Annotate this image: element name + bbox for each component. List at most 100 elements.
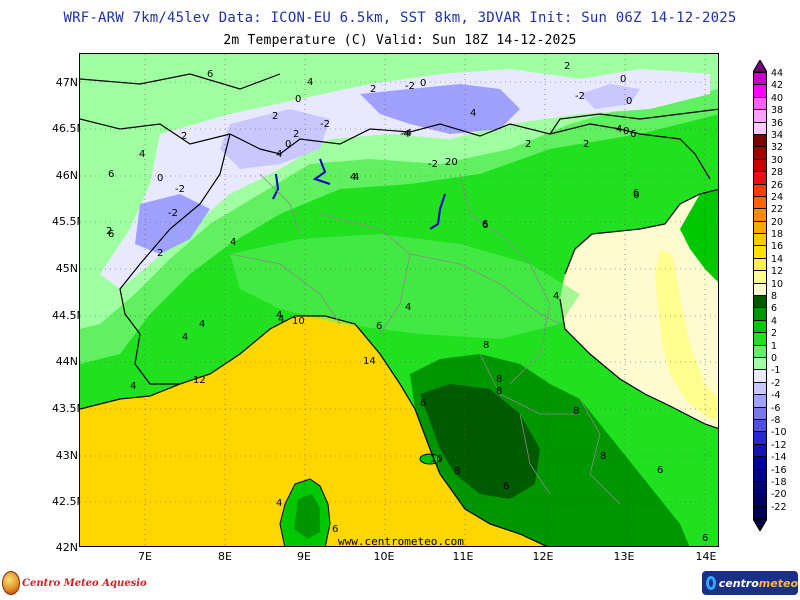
legend-label: -10 [771,427,787,439]
contour-label: -4 [400,129,410,140]
contour-label: 6 [482,219,488,230]
legend-label: -8 [771,414,781,426]
lon-label: 11E [452,550,474,563]
contour-label: -2 [175,184,185,195]
lat-label: 43N [55,449,78,462]
legend-label: 14 [771,253,784,265]
footer-right-logo[interactable]: centrometeo [702,571,798,595]
contour-label: 4 [470,108,476,119]
legend-label: 2 [771,328,778,340]
footer-left-brand: Centro Meteo Aquesio [22,577,147,589]
legend-label: 0 [771,352,778,364]
lat-label: 42N [55,541,78,554]
contour-label: 8 [496,386,502,397]
legend-cell [753,257,767,271]
contour-label: 8 [573,406,579,417]
legend-label: 18 [771,229,784,241]
legend-label: 40 [771,92,784,104]
lat-label: 45.5N [52,215,85,228]
alps-subzero-patch [135,194,210,254]
legend-label: 34 [771,129,784,141]
brand-part-a: centro [718,576,759,590]
legend-cell [753,493,767,506]
legend-cell [753,332,767,345]
contour-label: 10 [430,454,443,465]
legend-cell [753,480,767,494]
contour-label: -2 [428,159,438,170]
contour-label: 4 [276,310,282,321]
contour-label: 4 [182,332,188,343]
contour-label: 0 [626,96,632,107]
contour-label: 6 [108,169,114,180]
footer-left-logo[interactable]: Centro Meteo Aquesio [2,568,147,598]
footer-right-brand: centrometeo [719,577,798,590]
legend-cell [753,443,767,457]
contour-label: 6 [207,69,213,80]
legend-cell [753,171,767,184]
contour-label: 2 [370,84,376,95]
legend-label: 28 [771,167,784,179]
contour-label: 2 [181,131,187,142]
legend-cell [753,109,767,122]
legend-label: -4 [771,390,781,402]
contour-label: 4 [405,302,411,313]
contour-label: -2 [575,91,585,102]
contour-label: 2 [583,139,589,150]
legend-label: 32 [771,142,784,154]
lake-como [312,158,331,185]
adriatic-warm-strip [655,249,718,423]
contour-label: 4 [353,172,359,183]
legend-label: 26 [771,179,784,191]
legend-cell [753,158,767,172]
legend-label: 44 [771,68,784,79]
legend-label: 20 [771,216,784,228]
central-italy-warm [420,384,540,499]
legend-label: -6 [771,402,781,414]
temperature-legend: 44 42 40 38 36 34 32 30 28 26 24 22 20 18 16 14 12 10 8 6 4 2… [753,60,798,538]
lat-label: 46N [55,169,78,182]
contour-label: 12 [193,375,206,386]
legend-cell [753,468,767,481]
contour-label: 10 [292,316,305,327]
legend-label: 1 [771,340,778,352]
country-border [80,73,281,90]
contour-label: 2 [106,226,112,237]
temperature-map[interactable]: 6 4 0 -2 0 2 -2 0 2 0 4 6 2 -2 -4 -2 0 2… [79,53,719,547]
legend-cell [753,356,767,370]
legend-cell [753,208,767,221]
coastline [559,298,718,429]
contour-label: 4 [553,291,559,302]
legend-cell [753,295,767,308]
legend-cell [753,146,767,159]
legend-cell [753,406,767,419]
contour-label: 6 [630,129,636,140]
lat-label: 42.5N [52,495,85,508]
contour-label: 14 [363,356,376,367]
legend-label: 42 [771,80,784,92]
legend-label: -20 [771,489,787,501]
lon-label: 7E [138,550,152,563]
lon-label: 13E [613,550,635,563]
legend-label: 38 [771,105,784,117]
legend-cell [753,220,767,234]
lat-label: 45N [55,262,78,275]
legend-label: 4 [771,315,778,327]
legend-cell [753,381,767,395]
country-border [549,108,718,135]
lat-label: 44N [55,355,78,368]
contour-label: 8 [483,340,489,351]
legend-label: 12 [771,266,784,278]
legend-label: 16 [771,241,784,253]
legend-cell [753,121,767,134]
lat-lon-grid [80,54,718,546]
legend-cell [753,307,767,320]
contour-label: 6 [633,190,639,201]
coastline [564,188,718,275]
contour-label: 8 [496,374,502,385]
legend-label: -14 [771,452,787,464]
lon-label: 9E [297,550,311,563]
legend-top-cap [753,60,767,72]
lon-label: 12E [532,550,554,563]
country-border [119,133,231,385]
contour-label: 2 [564,61,570,72]
